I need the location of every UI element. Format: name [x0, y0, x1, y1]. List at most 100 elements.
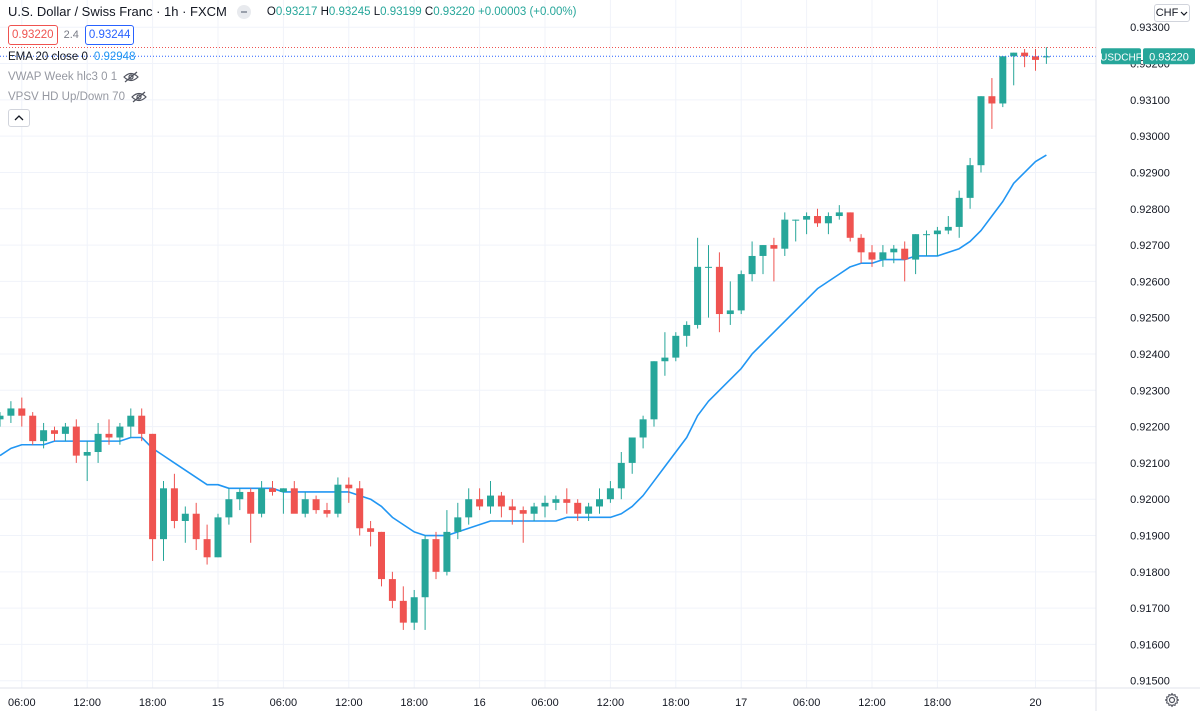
- candle[interactable]: [356, 481, 364, 536]
- candle[interactable]: [824, 212, 832, 235]
- candle[interactable]: [279, 488, 287, 514]
- candle[interactable]: [61, 422, 69, 442]
- candle[interactable]: [1042, 47, 1050, 64]
- candle[interactable]: [410, 589, 418, 630]
- candle[interactable]: [574, 499, 582, 521]
- candle[interactable]: [432, 531, 440, 580]
- candle[interactable]: [530, 502, 538, 521]
- candle[interactable]: [40, 422, 48, 449]
- candle[interactable]: [617, 452, 625, 500]
- candle[interactable]: [399, 586, 407, 630]
- candle[interactable]: [345, 477, 353, 503]
- candle[interactable]: [835, 205, 843, 220]
- candle[interactable]: [51, 426, 58, 442]
- gear-icon[interactable]: [1164, 692, 1180, 708]
- candle[interactable]: [421, 535, 429, 630]
- candle[interactable]: [933, 226, 941, 256]
- candle[interactable]: [912, 234, 920, 275]
- candle[interactable]: [792, 219, 800, 242]
- candle[interactable]: [192, 502, 200, 551]
- candle[interactable]: [1010, 52, 1018, 86]
- candle[interactable]: [214, 513, 222, 558]
- candle[interactable]: [694, 237, 702, 329]
- candle[interactable]: [563, 488, 571, 514]
- candle[interactable]: [312, 495, 320, 514]
- candle[interactable]: [378, 531, 385, 587]
- candle[interactable]: [388, 571, 396, 609]
- candle[interactable]: [585, 502, 593, 521]
- candle[interactable]: [781, 212, 789, 256]
- candle[interactable]: [650, 361, 658, 427]
- candle[interactable]: [661, 332, 669, 376]
- indicator-vpsv[interactable]: VPSV HD Up/Down 70: [8, 89, 576, 105]
- ema-line[interactable]: [0, 154, 1047, 537]
- candle[interactable]: [541, 495, 549, 518]
- candle[interactable]: [269, 481, 276, 496]
- candle[interactable]: [639, 415, 647, 449]
- candle[interactable]: [72, 419, 80, 463]
- candle[interactable]: [770, 237, 778, 282]
- candle[interactable]: [170, 473, 178, 529]
- candle[interactable]: [683, 321, 691, 347]
- candle[interactable]: [803, 212, 811, 235]
- candle[interactable]: [1032, 49, 1039, 71]
- candle[interactable]: [301, 491, 309, 518]
- candle[interactable]: [999, 56, 1007, 108]
- candle[interactable]: [476, 488, 484, 511]
- candle[interactable]: [29, 412, 37, 445]
- candle[interactable]: [105, 419, 113, 445]
- time-axis[interactable]: 06:00 12:00 18:00 15 06:00 12:00 18:00 16 06:00 1…: [8, 697, 1042, 709]
- candle[interactable]: [160, 481, 167, 561]
- candle[interactable]: [138, 408, 146, 442]
- candle[interactable]: [225, 488, 233, 525]
- candle[interactable]: [323, 502, 331, 518]
- candle[interactable]: [857, 234, 865, 264]
- candle[interactable]: [116, 422, 124, 445]
- symbol-title[interactable]: U.S. Dollar / Swiss Franc · 1h · FXCM: [8, 4, 227, 19]
- candle[interactable]: [672, 332, 680, 362]
- candle[interactable]: [977, 96, 985, 173]
- candle[interactable]: [726, 281, 734, 325]
- candle[interactable]: [454, 502, 462, 540]
- candle[interactable]: [290, 481, 298, 514]
- candle[interactable]: [737, 270, 745, 315]
- candle[interactable]: [367, 520, 375, 547]
- candle[interactable]: [18, 397, 26, 427]
- candle[interactable]: [901, 241, 909, 282]
- candle[interactable]: [236, 488, 244, 511]
- candle[interactable]: [247, 488, 255, 543]
- candle[interactable]: [814, 208, 821, 227]
- collapse-legend-button[interactable]: [8, 109, 30, 127]
- candle[interactable]: [258, 481, 266, 518]
- candle[interactable]: [923, 230, 930, 256]
- candle[interactable]: [955, 190, 963, 238]
- candle[interactable]: [0, 412, 4, 427]
- candle[interactable]: [748, 241, 756, 282]
- candle[interactable]: [149, 433, 157, 561]
- eye-crossed-icon[interactable]: [123, 71, 139, 83]
- candle[interactable]: [628, 437, 636, 474]
- candle[interactable]: [879, 245, 887, 267]
- candle[interactable]: [203, 524, 211, 565]
- currency-button[interactable]: CHF: [1154, 4, 1190, 22]
- candle[interactable]: [1021, 49, 1029, 68]
- candle[interactable]: [7, 401, 15, 423]
- indicator-ema[interactable]: EMA 20 close 0 0.92948: [8, 51, 136, 63]
- eye-crossed-icon[interactable]: [131, 91, 147, 103]
- candle[interactable]: [487, 481, 494, 514]
- candle[interactable]: [519, 506, 527, 543]
- candle[interactable]: [890, 245, 898, 264]
- buy-price-box[interactable]: 0.93244: [84, 25, 135, 45]
- candle[interactable]: [443, 510, 451, 576]
- candle[interactable]: [944, 216, 952, 235]
- candle[interactable]: [846, 212, 854, 242]
- candle[interactable]: [988, 78, 996, 129]
- candle[interactable]: [83, 441, 91, 482]
- candle[interactable]: [127, 408, 135, 438]
- candle[interactable]: [508, 499, 516, 525]
- candle[interactable]: [868, 245, 876, 267]
- price-axis[interactable]: 0.933000.932000.931000.930000.929000.928…: [1130, 22, 1170, 688]
- candle[interactable]: [181, 506, 189, 543]
- minus-icon[interactable]: [236, 5, 251, 19]
- candle[interactable]: [966, 157, 974, 209]
